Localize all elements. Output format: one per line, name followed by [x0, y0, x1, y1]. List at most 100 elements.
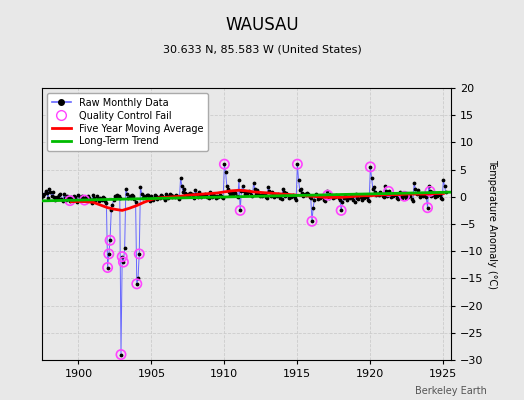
- Point: [129, 193, 137, 200]
- Point: [334, 195, 343, 202]
- Point: [293, 161, 302, 167]
- Text: WAUSAU: WAUSAU: [225, 16, 299, 34]
- Point: [343, 196, 352, 203]
- Point: [103, 264, 112, 271]
- Point: [144, 192, 152, 198]
- Point: [125, 193, 134, 200]
- Point: [371, 189, 379, 196]
- Point: [91, 196, 100, 203]
- Point: [400, 193, 409, 200]
- Point: [106, 237, 114, 244]
- Point: [219, 195, 227, 201]
- Point: [96, 195, 104, 201]
- Point: [291, 195, 299, 201]
- Point: [60, 191, 68, 197]
- Point: [50, 194, 58, 200]
- Point: [95, 198, 103, 204]
- Point: [285, 195, 293, 201]
- Point: [90, 195, 99, 202]
- Point: [280, 189, 288, 196]
- Point: [296, 187, 304, 194]
- Point: [342, 194, 350, 200]
- Point: [293, 161, 302, 167]
- Point: [112, 193, 121, 200]
- Point: [270, 194, 278, 200]
- Point: [216, 192, 225, 199]
- Point: [436, 195, 445, 201]
- Text: Berkeley Earth: Berkeley Earth: [416, 386, 487, 396]
- Point: [180, 186, 189, 192]
- Point: [385, 188, 393, 194]
- Point: [212, 195, 220, 201]
- Point: [263, 195, 271, 202]
- Point: [151, 192, 159, 198]
- Point: [201, 191, 209, 197]
- Point: [143, 192, 151, 198]
- Point: [163, 193, 171, 200]
- Point: [186, 190, 194, 196]
- Point: [171, 192, 180, 198]
- Point: [330, 192, 338, 199]
- Point: [184, 191, 192, 197]
- Point: [364, 196, 372, 203]
- Point: [31, 184, 40, 190]
- Point: [428, 189, 436, 195]
- Point: [416, 194, 424, 200]
- Point: [345, 195, 354, 202]
- Point: [257, 192, 265, 198]
- Point: [58, 198, 67, 204]
- Point: [97, 196, 106, 203]
- Point: [249, 180, 258, 186]
- Point: [226, 192, 235, 198]
- Point: [194, 189, 203, 196]
- Point: [246, 189, 254, 196]
- Point: [383, 192, 391, 199]
- Point: [368, 186, 377, 192]
- Point: [94, 196, 102, 202]
- Point: [190, 195, 198, 201]
- Point: [302, 192, 310, 198]
- Point: [82, 194, 90, 200]
- Point: [316, 195, 325, 201]
- Point: [55, 192, 63, 198]
- Legend: Raw Monthly Data, Quality Control Fail, Five Year Moving Average, Long-Term Tren: Raw Monthly Data, Quality Control Fail, …: [47, 93, 208, 151]
- Point: [101, 198, 110, 204]
- Point: [107, 207, 115, 214]
- Point: [61, 195, 69, 201]
- Point: [224, 186, 232, 192]
- Point: [150, 195, 158, 202]
- Point: [405, 192, 413, 198]
- Point: [283, 192, 292, 198]
- Point: [321, 198, 330, 204]
- Point: [397, 192, 405, 199]
- Point: [175, 196, 183, 202]
- Point: [140, 192, 148, 199]
- Point: [223, 183, 231, 189]
- Point: [374, 190, 382, 197]
- Point: [388, 192, 397, 198]
- Point: [338, 199, 346, 206]
- Point: [286, 192, 294, 199]
- Point: [332, 192, 341, 198]
- Point: [409, 198, 417, 204]
- Point: [326, 190, 334, 197]
- Point: [365, 198, 373, 204]
- Point: [241, 191, 249, 197]
- Point: [197, 194, 205, 200]
- Point: [432, 192, 440, 198]
- Point: [84, 193, 92, 200]
- Point: [114, 192, 123, 199]
- Point: [66, 198, 74, 204]
- Point: [386, 192, 394, 198]
- Point: [314, 196, 322, 202]
- Point: [354, 196, 363, 202]
- Point: [166, 190, 174, 197]
- Point: [193, 194, 202, 200]
- Point: [435, 192, 444, 198]
- Point: [353, 195, 361, 201]
- Point: [351, 198, 359, 205]
- Point: [128, 192, 136, 198]
- Point: [110, 196, 118, 203]
- Point: [426, 188, 434, 194]
- Point: [253, 187, 261, 194]
